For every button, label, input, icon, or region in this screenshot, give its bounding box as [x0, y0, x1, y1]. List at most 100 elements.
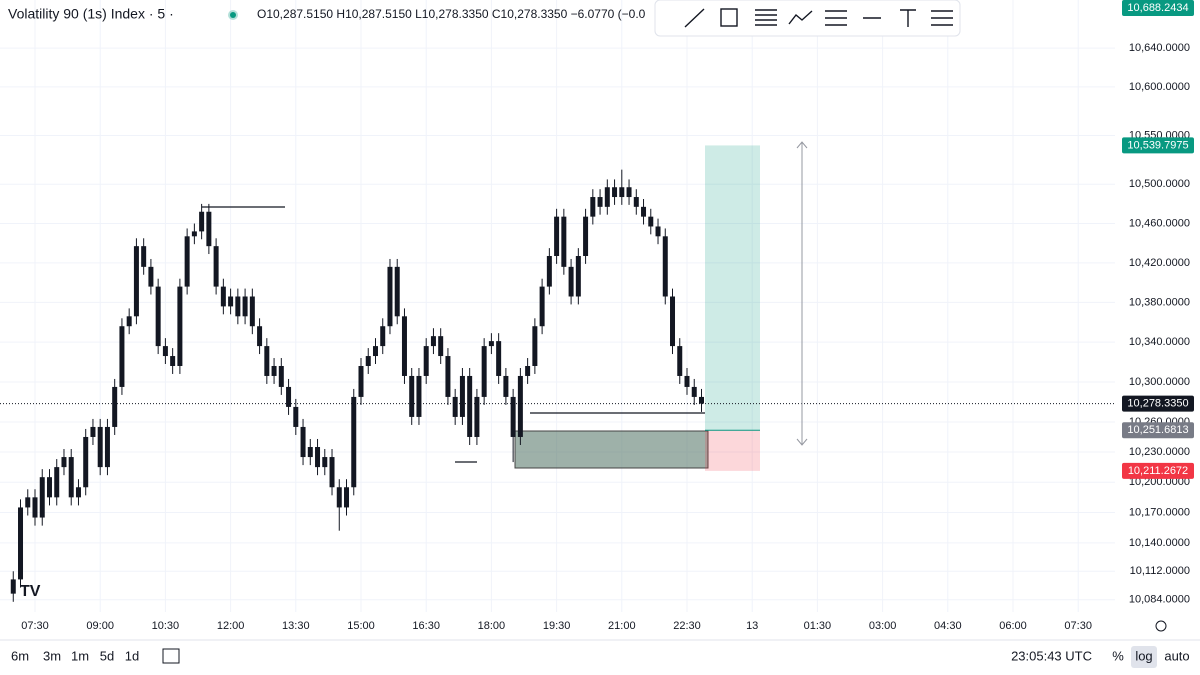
candle-body [315, 447, 321, 468]
candle-body [39, 477, 45, 518]
candle-body [184, 236, 190, 287]
candle-body [199, 211, 205, 232]
y-tick-label: 10,500.0000 [1129, 178, 1190, 190]
candle-body [430, 336, 436, 347]
y-tick-label: 10,084.0000 [1129, 594, 1190, 606]
range-button[interactable]: 3m [43, 648, 61, 663]
candle-body [235, 296, 241, 317]
scale-option[interactable]: auto [1164, 648, 1189, 663]
candle-body [133, 246, 139, 317]
candle-body [423, 346, 429, 376]
candle-body [119, 326, 125, 387]
candle-body [641, 206, 647, 217]
candle-body [358, 365, 364, 397]
candle-body [307, 447, 313, 458]
candle-body [445, 356, 451, 397]
candle-body [590, 197, 596, 217]
x-tick-label: 13:30 [282, 620, 310, 632]
symbol-title: Volatility 90 (1s) Index · 5 · [8, 6, 174, 22]
x-tick-label: 01:30 [804, 620, 832, 632]
x-tick-label: 03:00 [869, 620, 897, 632]
range-button[interactable]: 1m [71, 648, 89, 663]
candle-body [300, 426, 306, 458]
x-tick-label: 07:30 [21, 620, 49, 632]
loss-zone[interactable] [705, 430, 760, 471]
y-tick-label: 10,460.0000 [1129, 217, 1190, 229]
x-tick-label: 16:30 [412, 620, 440, 632]
candle-body [546, 256, 552, 287]
candle-body [401, 316, 407, 376]
candle-body [148, 266, 154, 287]
candle-body [336, 487, 342, 508]
bottom-bar: 6m 3m 1m 5d 1d 23:05:43 UTC% log auto [11, 646, 1190, 668]
candle-body [104, 426, 110, 468]
candle-body [329, 457, 335, 488]
x-tick-label: 15:00 [347, 620, 375, 632]
settings-icon[interactable] [1155, 620, 1167, 632]
x-tick-label: 19:30 [543, 620, 571, 632]
y-tick-label: 10,600.0000 [1129, 81, 1190, 93]
candle-body [409, 375, 415, 417]
candle-body [467, 375, 473, 437]
price-badge [1122, 395, 1194, 412]
candle-body [228, 296, 234, 307]
drawn-box[interactable] [514, 430, 709, 469]
candle-body [554, 216, 560, 257]
candle-body [684, 375, 690, 387]
y-tick-label: 10,340.0000 [1129, 336, 1190, 348]
candle-body [191, 231, 197, 237]
candle-body [532, 326, 538, 366]
y-tick-label: 10,170.0000 [1129, 506, 1190, 518]
candle-body [18, 507, 24, 580]
candle-body [488, 341, 494, 347]
candle-body [32, 497, 38, 518]
candle-body [271, 365, 277, 376]
y-tick-label: 10,140.0000 [1129, 537, 1190, 549]
price-badge [1122, 137, 1194, 154]
ohlc-readout: O10,287.5150 H10,287.5150 L10,278.3350 C… [257, 7, 646, 21]
x-tick-label: 04:30 [934, 620, 962, 632]
axis-bg [1115, 0, 1200, 640]
profit-zone[interactable] [705, 145, 760, 431]
candle-body [481, 346, 487, 397]
scale-option[interactable]: % [1112, 648, 1124, 663]
candle-body [619, 187, 625, 198]
candle-body [604, 187, 610, 207]
candle-body [677, 346, 683, 376]
calendar-icon[interactable] [162, 648, 180, 664]
log-active [1131, 646, 1157, 668]
candle-body [249, 296, 255, 327]
candle-body [97, 426, 103, 468]
toolbar-icons[interactable] [684, 8, 953, 28]
candle-body [170, 356, 176, 366]
x-tick-label: 18:00 [478, 620, 506, 632]
grid [0, 0, 1115, 612]
candle-body [257, 326, 263, 347]
scale-option[interactable]: log [1135, 648, 1152, 663]
long-position[interactable] [705, 145, 760, 471]
price-badge [1122, 0, 1194, 16]
candle-body [365, 356, 371, 366]
candle-body [633, 197, 639, 207]
range-button[interactable]: 5d [100, 648, 114, 663]
y-tick-label: 10,200.0000 [1129, 476, 1190, 488]
candle-body [286, 386, 292, 407]
range-button[interactable]: 6m [11, 648, 29, 663]
candle-body [351, 396, 357, 488]
x-tick-label: 09:00 [86, 620, 114, 632]
price-axis: 10,640.000010,600.000010,550.000010,500.… [1115, 0, 1200, 640]
candle-body [83, 436, 89, 488]
y-tick-label: 10,420.0000 [1129, 257, 1190, 269]
range-button[interactable]: 1d [125, 648, 139, 663]
price-badge-label: 10,211.2672 [1128, 465, 1188, 477]
candle-body [322, 457, 328, 468]
y-tick-label: 10,380.0000 [1129, 296, 1190, 308]
candle-body [278, 365, 284, 387]
price-badge [1122, 422, 1194, 439]
candle-body [510, 396, 516, 437]
candle-body [648, 216, 654, 227]
candle-body [68, 457, 74, 498]
candle-body [503, 375, 509, 397]
